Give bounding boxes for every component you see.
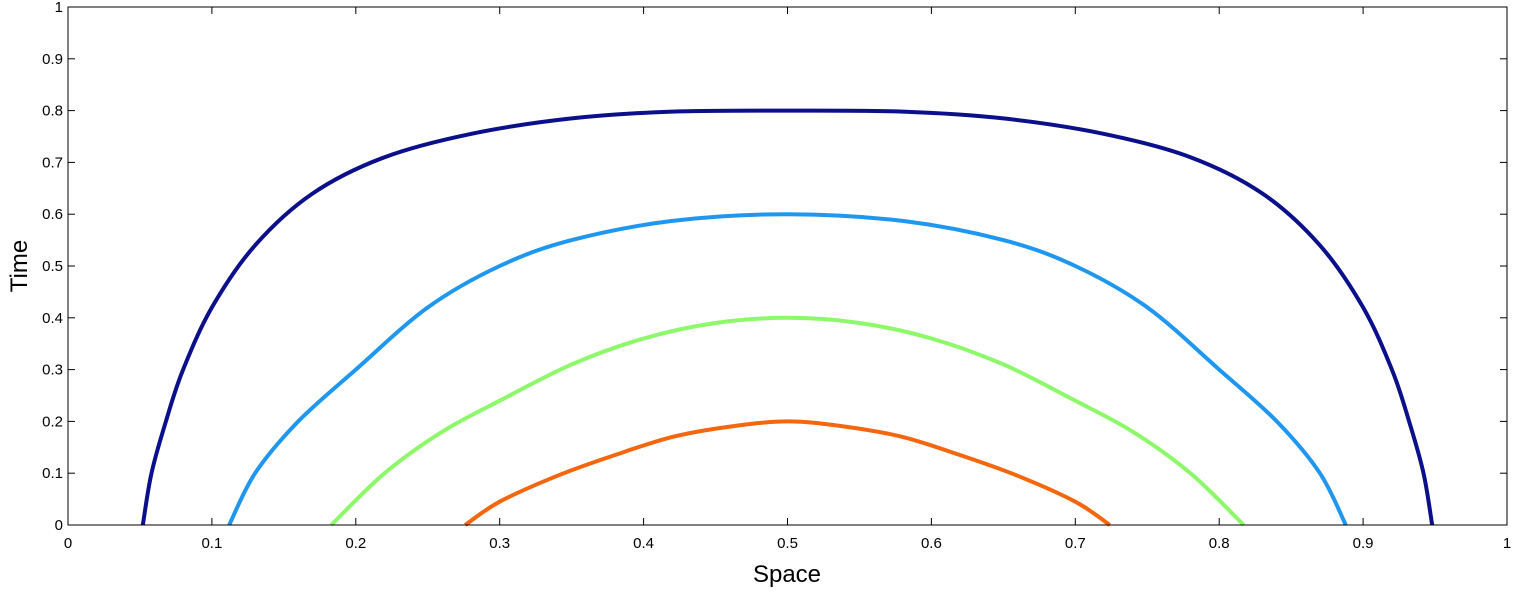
series-line-4 <box>464 419 1111 527</box>
x-tick-label: 0.3 <box>489 535 510 552</box>
y-tick-label: 0.7 <box>42 154 63 171</box>
x-tick-label: 0.1 <box>201 535 222 552</box>
x-tick-label: 0.2 <box>345 535 366 552</box>
series-line-2 <box>227 212 1348 526</box>
y-tick-label: 0.8 <box>42 103 63 120</box>
x-tick-label: 0.4 <box>633 535 654 552</box>
x-tick-label: 0 <box>64 535 72 552</box>
x-tick-label: 0.9 <box>1353 535 1374 552</box>
x-tick-label: 1 <box>1503 535 1511 552</box>
y-tick-label: 0 <box>55 517 63 534</box>
y-tick-label: 0.9 <box>42 51 63 68</box>
y-tick-label: 0.4 <box>42 310 63 327</box>
series-line-1 <box>140 108 1435 526</box>
y-tick-label: 0.2 <box>42 413 63 430</box>
x-tick-label: 0.5 <box>777 535 798 552</box>
x-tick-label: 0.6 <box>921 535 942 552</box>
x-tick-label: 0.7 <box>1065 535 1086 552</box>
y-tick-label: 0.3 <box>42 362 63 379</box>
y-tick-label: 0.6 <box>42 206 63 223</box>
y-tick-label: 1 <box>55 0 63 16</box>
y-tick-label: 0.1 <box>42 465 63 482</box>
x-tick-label: 0.8 <box>1209 535 1230 552</box>
y-tick-label: 0.5 <box>42 258 63 275</box>
series-layer <box>140 108 1435 527</box>
plot-frame <box>67 6 1508 526</box>
series-line-3 <box>329 315 1246 527</box>
y-axis-title: Time <box>6 240 33 292</box>
ticks-layer: 0 0.1 0.2 0.3 0.4 0.5 0.6 0.7 0.8 0.9 1 0 0.1 0.2 0.3 0… <box>42 0 1511 552</box>
x-axis-title: Space <box>753 561 821 588</box>
